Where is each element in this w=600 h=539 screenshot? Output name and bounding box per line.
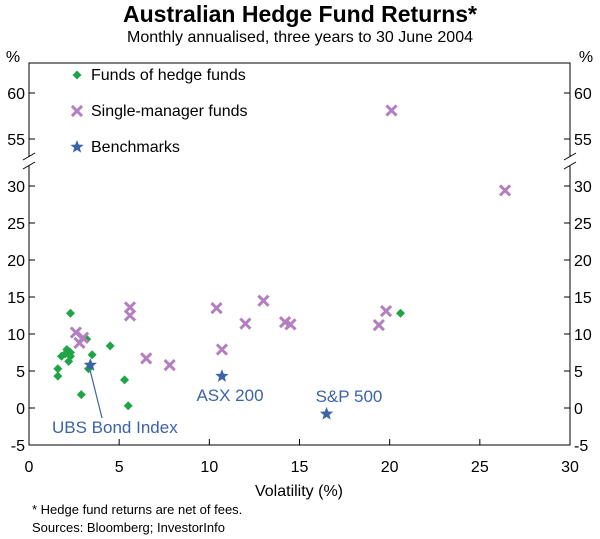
chart-title: Australian Hedge Fund Returns*	[123, 1, 477, 27]
fund-of-funds-point	[65, 348, 75, 357]
benchmark-point	[319, 406, 334, 420]
y-unit-left: %	[6, 49, 20, 66]
x-tick-label: 20	[381, 459, 399, 476]
single-manager-point	[372, 318, 385, 332]
single-manager-point	[379, 304, 393, 318]
data-points	[53, 104, 512, 420]
benchmark-label: ASX 200	[196, 386, 263, 405]
y-tick-label-left: 15	[7, 290, 25, 307]
x-axis-label: Volatility (%)	[255, 483, 343, 500]
x-tick-label: 15	[291, 459, 309, 476]
legend-label: Single-manager funds	[91, 103, 248, 120]
legend-label: Funds of hedge funds	[91, 67, 246, 84]
y-unit-right: %	[579, 49, 593, 66]
y-tick-label-right: 15	[574, 290, 592, 307]
axis-break-slash	[563, 152, 577, 161]
legend: Funds of hedge funds Single-manager funds…	[70, 67, 248, 156]
y-tick-label-right: 0	[574, 401, 583, 418]
legend-marker	[70, 104, 84, 118]
y-tick-label-left: 0	[16, 401, 25, 418]
x-tick-label: 5	[115, 459, 124, 476]
y-tick-label-right: -5	[574, 438, 588, 455]
benchmark-point	[83, 358, 97, 371]
single-manager-point	[284, 318, 297, 331]
benchmark-labels: UBS Bond Index ASX 200 S&P 500	[52, 370, 383, 437]
x-tick-label: 0	[25, 459, 34, 476]
ubs-leader-line	[89, 370, 103, 419]
y-tick-label-left: -5	[11, 438, 25, 455]
y-tick-label-right: 10	[574, 327, 592, 344]
y-tick-label-left: 55	[7, 132, 25, 149]
single-manager-point	[210, 301, 223, 315]
fund-of-funds-point	[123, 401, 133, 411]
single-manager-point	[385, 104, 398, 117]
single-manager-point	[215, 343, 229, 356]
single-manager-point	[123, 309, 137, 322]
x-axis-ticks: 0 5 10 15 20 25 30	[25, 439, 579, 476]
y-tick-label-left: 5	[16, 364, 25, 381]
y-tick-label-right: 20	[574, 253, 592, 270]
single-manager-point	[498, 184, 512, 197]
x-tick-label: 10	[200, 459, 218, 476]
benchmark-label: S&P 500	[316, 387, 383, 406]
y-tick-label-left: 60	[7, 86, 25, 103]
axis-break-slash	[22, 161, 36, 170]
axis-break-marker	[22, 152, 577, 170]
legend-marker	[72, 70, 82, 80]
y-tick-label-right: 30	[574, 179, 592, 196]
plot-frame	[28, 62, 571, 446]
y-tick-label-left: 30	[7, 179, 25, 196]
axis-break-gap	[23, 157, 35, 166]
benchmark-point	[215, 369, 229, 382]
chart-subtitle: Monthly annualised, three years to 30 Ju…	[127, 29, 473, 46]
fund-of-funds-point	[87, 350, 97, 360]
axis-break-gap	[564, 157, 576, 166]
y-tick-label-left: 20	[7, 253, 25, 270]
axis-break-slash	[563, 161, 577, 170]
single-manager-point	[76, 331, 90, 344]
single-manager-point	[123, 301, 137, 314]
sources: Sources: Bloomberg; InvestorInfo	[32, 520, 225, 535]
legend-label: Benchmarks	[91, 139, 180, 156]
single-manager-point	[278, 316, 292, 329]
y-tick-label-left: 25	[7, 216, 25, 233]
fund-of-funds-point	[53, 371, 63, 381]
single-manager-point	[140, 352, 153, 365]
x-tick-label: 25	[471, 459, 489, 476]
footnote: * Hedge fund returns are net of fees.	[32, 502, 242, 517]
fund-of-funds-point	[65, 308, 75, 318]
fund-of-funds-point	[105, 341, 115, 351]
single-manager-point	[239, 317, 252, 330]
fund-of-funds-point	[76, 390, 86, 400]
y-tick-label-right: 55	[574, 132, 592, 149]
axis-break-slash	[22, 152, 36, 161]
x-tick-label: 30	[561, 459, 579, 476]
fund-of-funds-point	[395, 308, 405, 318]
single-manager-point	[257, 294, 270, 307]
single-manager-point	[163, 358, 176, 372]
y-tick-label-right: 60	[574, 86, 592, 103]
fund-of-funds-point	[120, 375, 130, 385]
y-tick-label-right: 25	[574, 216, 592, 233]
y-tick-label-right: 5	[574, 364, 583, 381]
legend-marker	[70, 140, 84, 153]
fund-of-funds-point	[53, 364, 63, 374]
benchmark-label: UBS Bond Index	[52, 418, 178, 437]
y-tick-label-left: 10	[7, 327, 25, 344]
